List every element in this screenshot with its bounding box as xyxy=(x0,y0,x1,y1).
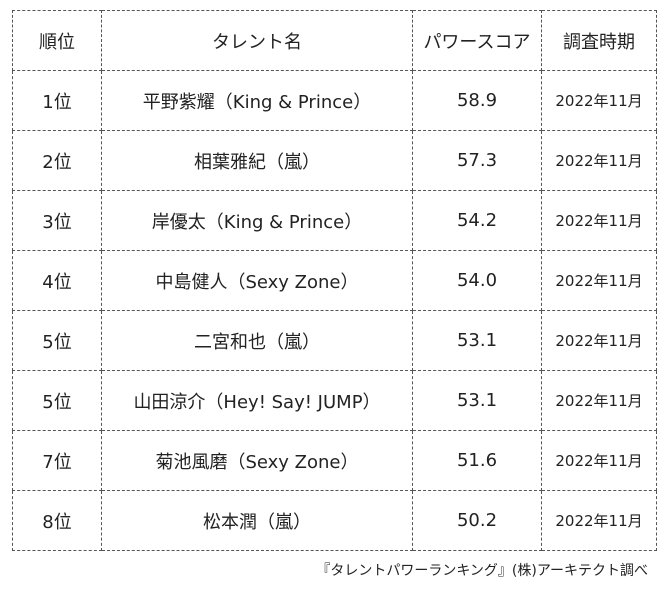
table-row: 4位 中島健人（Sexy Zone） 54.0 2022年11月 xyxy=(12,250,657,311)
name-cell: 二宮和也（嵐） xyxy=(101,310,413,371)
date-cell: 2022年11月 xyxy=(541,430,657,491)
score-cell: 54.2 xyxy=(412,190,542,251)
rank-cell: 8位 xyxy=(12,490,102,551)
date-cell: 2022年11月 xyxy=(541,70,657,131)
rank-cell: 5位 xyxy=(12,370,102,431)
header-date: 調査時期 xyxy=(541,10,657,71)
date-cell: 2022年11月 xyxy=(541,190,657,251)
header-name: タレント名 xyxy=(101,10,413,71)
date-cell: 2022年11月 xyxy=(541,250,657,311)
table-row: 8位 松本潤（嵐） 50.2 2022年11月 xyxy=(12,490,657,551)
name-cell: 平野紫耀（King & Prince） xyxy=(101,70,413,131)
name-cell: 中島健人（Sexy Zone） xyxy=(101,250,413,311)
table-row: 5位 二宮和也（嵐） 53.1 2022年11月 xyxy=(12,310,657,371)
score-cell: 53.1 xyxy=(412,370,542,431)
table-row: 5位 山田涼介（Hey! Say! JUMP） 53.1 2022年11月 xyxy=(12,370,657,431)
date-cell: 2022年11月 xyxy=(541,130,657,191)
header-score: パワースコア xyxy=(412,10,542,71)
table-row: 7位 菊池風磨（Sexy Zone） 51.6 2022年11月 xyxy=(12,430,657,491)
header-rank: 順位 xyxy=(12,10,102,71)
rank-cell: 7位 xyxy=(12,430,102,491)
header-row: 順位 タレント名 パワースコア 調査時期 xyxy=(12,10,657,71)
name-cell: 岸優太（King & Prince） xyxy=(101,190,413,251)
ranking-table: 順位 タレント名 パワースコア 調査時期 1位 平野紫耀（King & Prin… xyxy=(12,10,657,551)
table-header: 順位 タレント名 パワースコア 調査時期 xyxy=(12,10,657,71)
table-row: 3位 岸優太（King & Prince） 54.2 2022年11月 xyxy=(12,190,657,251)
score-cell: 57.3 xyxy=(412,130,542,191)
rank-cell: 4位 xyxy=(12,250,102,311)
table-row: 2位 相葉雅紀（嵐） 57.3 2022年11月 xyxy=(12,130,657,191)
table-body: 1位 平野紫耀（King & Prince） 58.9 2022年11月 2位 … xyxy=(12,70,657,551)
name-cell: 菊池風磨（Sexy Zone） xyxy=(101,430,413,491)
table-row: 1位 平野紫耀（King & Prince） 58.9 2022年11月 xyxy=(12,70,657,131)
date-cell: 2022年11月 xyxy=(541,310,657,371)
rank-cell: 1位 xyxy=(12,70,102,131)
score-cell: 53.1 xyxy=(412,310,542,371)
score-cell: 51.6 xyxy=(412,430,542,491)
score-cell: 50.2 xyxy=(412,490,542,551)
date-cell: 2022年11月 xyxy=(541,370,657,431)
score-cell: 58.9 xyxy=(412,70,542,131)
source-note: 『タレントパワーランキング』(株)アーキテクト調べ xyxy=(316,563,648,579)
date-cell: 2022年11月 xyxy=(541,490,657,551)
name-cell: 松本潤（嵐） xyxy=(101,490,413,551)
score-cell: 54.0 xyxy=(412,250,542,311)
name-cell: 山田涼介（Hey! Say! JUMP） xyxy=(101,370,413,431)
rank-cell: 2位 xyxy=(12,130,102,191)
rank-cell: 3位 xyxy=(12,190,102,251)
name-cell: 相葉雅紀（嵐） xyxy=(101,130,413,191)
rank-cell: 5位 xyxy=(12,310,102,371)
